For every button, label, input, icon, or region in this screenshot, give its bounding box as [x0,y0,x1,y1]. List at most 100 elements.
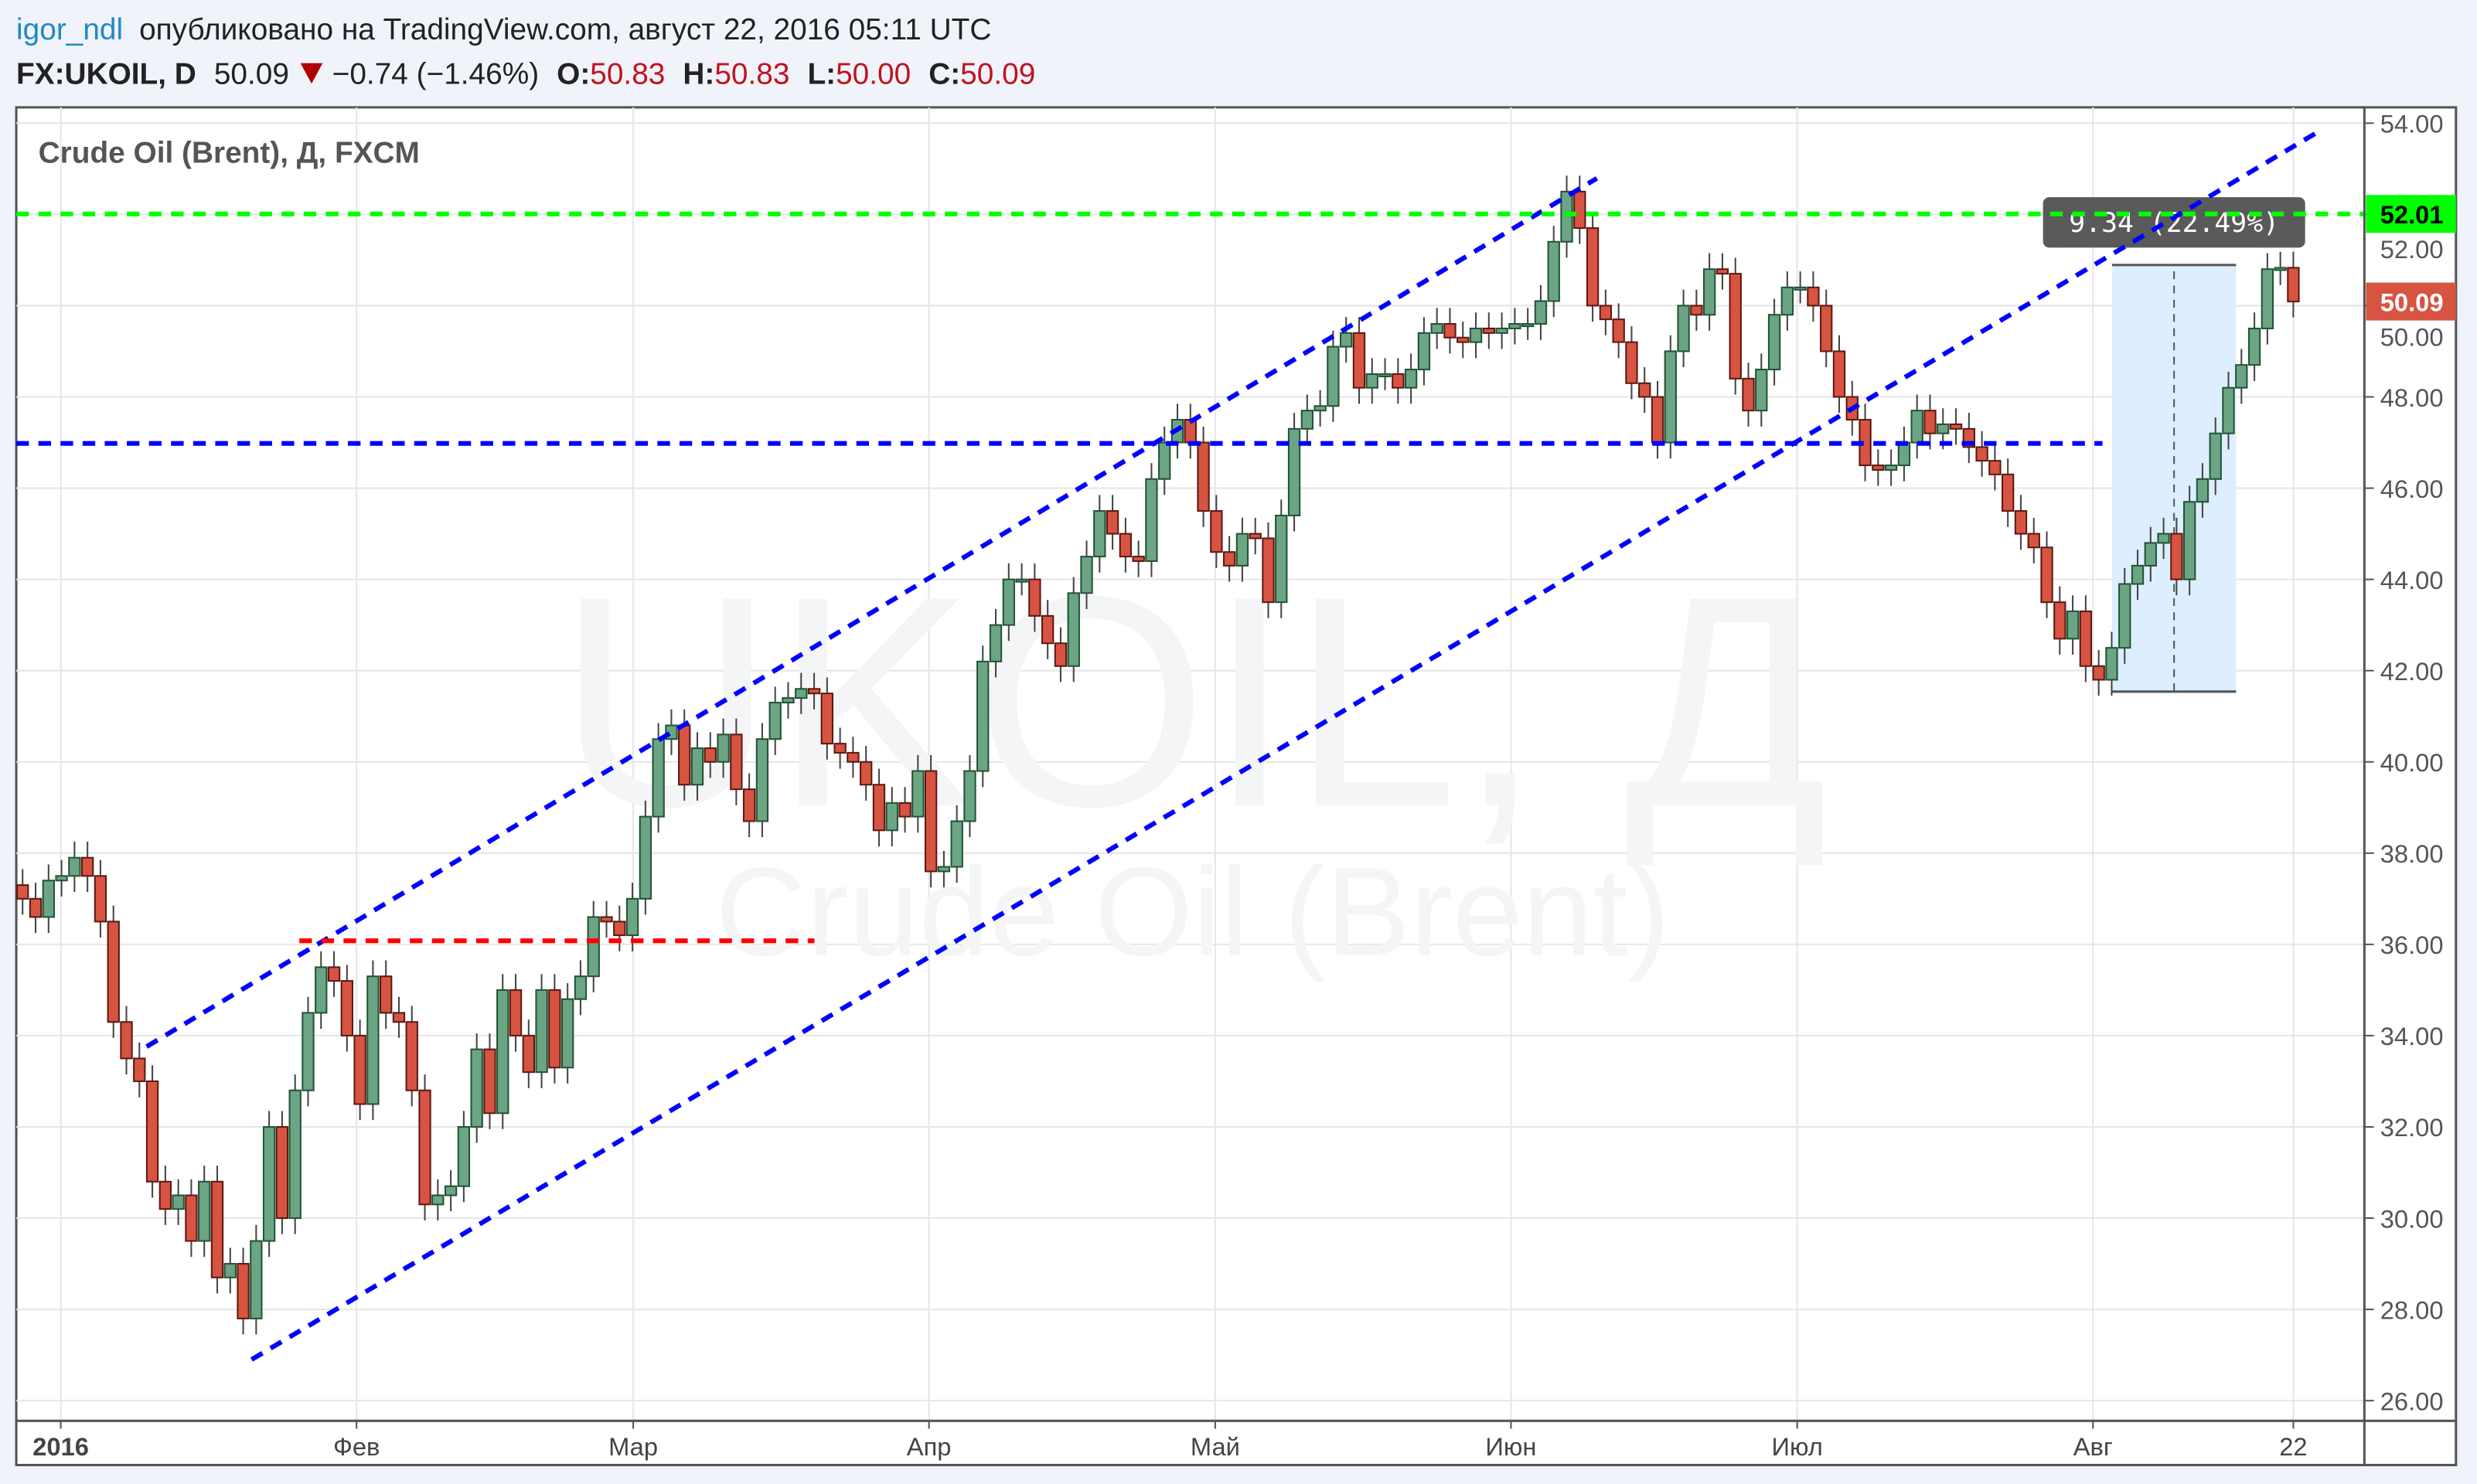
candle-up [1702,268,1716,316]
watermark: UKOIL, Д Crude Oil (Brent) [557,535,1828,982]
candle-down [80,856,94,877]
candle-down [1729,273,1742,380]
time-tick-label: Апр [907,1432,952,1461]
price-tick-label: 44.00 [2380,566,2444,594]
candle-down [2027,533,2040,549]
candle-up [198,1180,211,1242]
candle-up [652,738,665,818]
price-tick-label: 38.00 [2380,839,2444,868]
candle-down [678,724,691,786]
candle-up [717,733,730,763]
candle-down [1262,537,1275,604]
price-tick-label: 50.00 [2380,322,2444,351]
candle-down [833,743,847,754]
low-label: L: [807,57,836,90]
candle-down [1949,423,1963,430]
candle-down [1106,510,1119,535]
price-label-box [2366,195,2456,233]
price-tick-label: 32.00 [2380,1113,2444,1142]
candle-down [1352,332,1366,389]
candle-up [782,697,795,704]
candle-down [405,1021,418,1091]
candle-down [847,751,860,763]
candle-down [2092,665,2105,681]
candle-up [1910,410,1923,444]
publish-line: igor_ndl опубликовано на TradingView.com… [16,13,991,46]
author-link[interactable]: igor_ndl [16,13,123,46]
candle-down [483,1048,496,1115]
price-tick-label: 52.00 [2380,235,2444,264]
publish-info: опубликовано на TradingView.com, август … [139,13,991,46]
candle-up [768,701,782,740]
price-label: 50.09 [2380,288,2444,316]
candle-down [16,884,29,900]
candle-up [223,1263,237,1278]
candle-up [42,880,55,918]
price-tick-label: 28.00 [2380,1295,2444,1324]
price-tick-label: 46.00 [2380,475,2444,503]
candle-down [1249,533,1262,539]
candle-up [560,998,574,1069]
price-labels: 52.01 50.09 [2366,195,2456,321]
candle-down [1612,318,1625,343]
candle-up [1937,423,1950,434]
candle-down [327,966,341,982]
candle-down [237,1263,250,1319]
candle-down [94,875,107,923]
time-tick-label: Май [1191,1432,1240,1461]
watermark-name: Crude Oil (Brent) [715,841,1670,982]
candle-up [1755,369,1768,412]
candle-up [1340,332,1353,348]
candle-down [1197,441,1210,512]
candle-down [613,921,626,937]
candle-down [1638,382,1651,398]
candle-up [262,1125,276,1242]
candle-down [600,916,613,923]
candle-down [1443,323,1457,339]
candle-down [924,770,938,873]
candle-up [457,1125,471,1187]
candle-up [2066,610,2080,640]
candle-up [950,820,963,868]
candle-up [444,1185,458,1196]
candle-up [366,975,380,1105]
candle-up [1884,465,1898,471]
candle-up [885,802,898,832]
price-tick-label: 42.00 [2380,657,2444,686]
candle-up [535,989,548,1074]
candle-down [807,688,821,695]
price-tick-label: 30.00 [2380,1204,2444,1233]
candle-down [522,1034,535,1074]
candle-down [107,921,120,1023]
low-value: 50.00 [836,57,911,90]
price-tick-label: 34.00 [2380,1022,2444,1050]
candle-down [340,980,354,1036]
candle-down [1392,373,1405,389]
candle-down [145,1080,159,1183]
chart-frame [15,106,2458,1467]
price-axis[interactable]: 26.00 28.00 30.00 32.00 34.00 36.00 38.00 40.00… [2364,110,2444,1416]
time-axis[interactable]: 2016 Фев Мар Апр Май Июн Июл Авг 22 [32,1421,2308,1461]
time-tick-label: Мар [608,1432,658,1461]
candle-up [937,866,951,873]
drawings[interactable] [16,127,2365,1362]
candle-up [1067,592,1080,667]
trend-line [145,176,1599,1049]
candle-down [1119,533,1133,558]
close-label: C: [928,57,960,90]
candle-down [1872,465,1885,471]
candle-up [1158,441,1171,480]
candle-up [2131,564,2145,585]
candle-down [1716,268,1729,275]
candle-down [1028,578,1041,617]
candle-up [2247,327,2261,366]
time-tick-label: 22 [2279,1432,2307,1461]
price-tick-label: 26.00 [2380,1387,2444,1415]
candle-up [2144,542,2157,567]
candle-down [1807,286,1820,307]
candle-down [1457,336,1470,343]
candle-down [1599,305,1613,321]
candle-down [1573,190,1586,230]
triangle-down-icon [300,63,323,84]
